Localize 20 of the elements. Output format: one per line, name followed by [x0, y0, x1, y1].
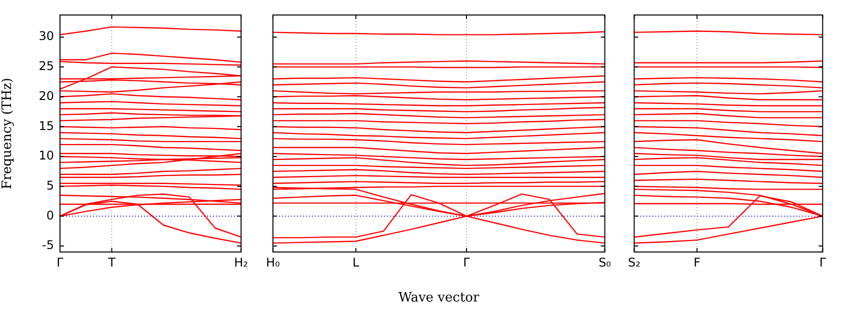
y-tick-label: 25 — [38, 59, 54, 74]
y-tick-label: 10 — [38, 148, 54, 163]
x-tick-label: S₂ — [628, 255, 641, 270]
x-tick-label: H₀ — [266, 255, 280, 270]
y-tick-label: 5 — [46, 178, 54, 192]
y-tick-label: 15 — [38, 118, 54, 133]
x-tick-label: T — [107, 255, 116, 270]
y-tick-label: 0 — [46, 208, 54, 222]
y-tick-label: 30 — [38, 29, 54, 44]
x-tick-label: Γ — [463, 255, 470, 270]
x-tick-label: H₂ — [234, 255, 248, 270]
x-tick-label: L — [352, 255, 360, 270]
y-tick-label: -5 — [42, 238, 54, 252]
x-tick-label: F — [694, 255, 701, 270]
y-tick-label: 20 — [38, 88, 54, 103]
x-tick-label: Γ — [819, 255, 826, 270]
y-axis-title: Frequency (THz) — [0, 78, 16, 190]
x-tick-label: S₀ — [598, 255, 612, 270]
x-tick-label: Γ — [56, 255, 64, 270]
x-axis-title: Wave vector — [398, 290, 480, 306]
